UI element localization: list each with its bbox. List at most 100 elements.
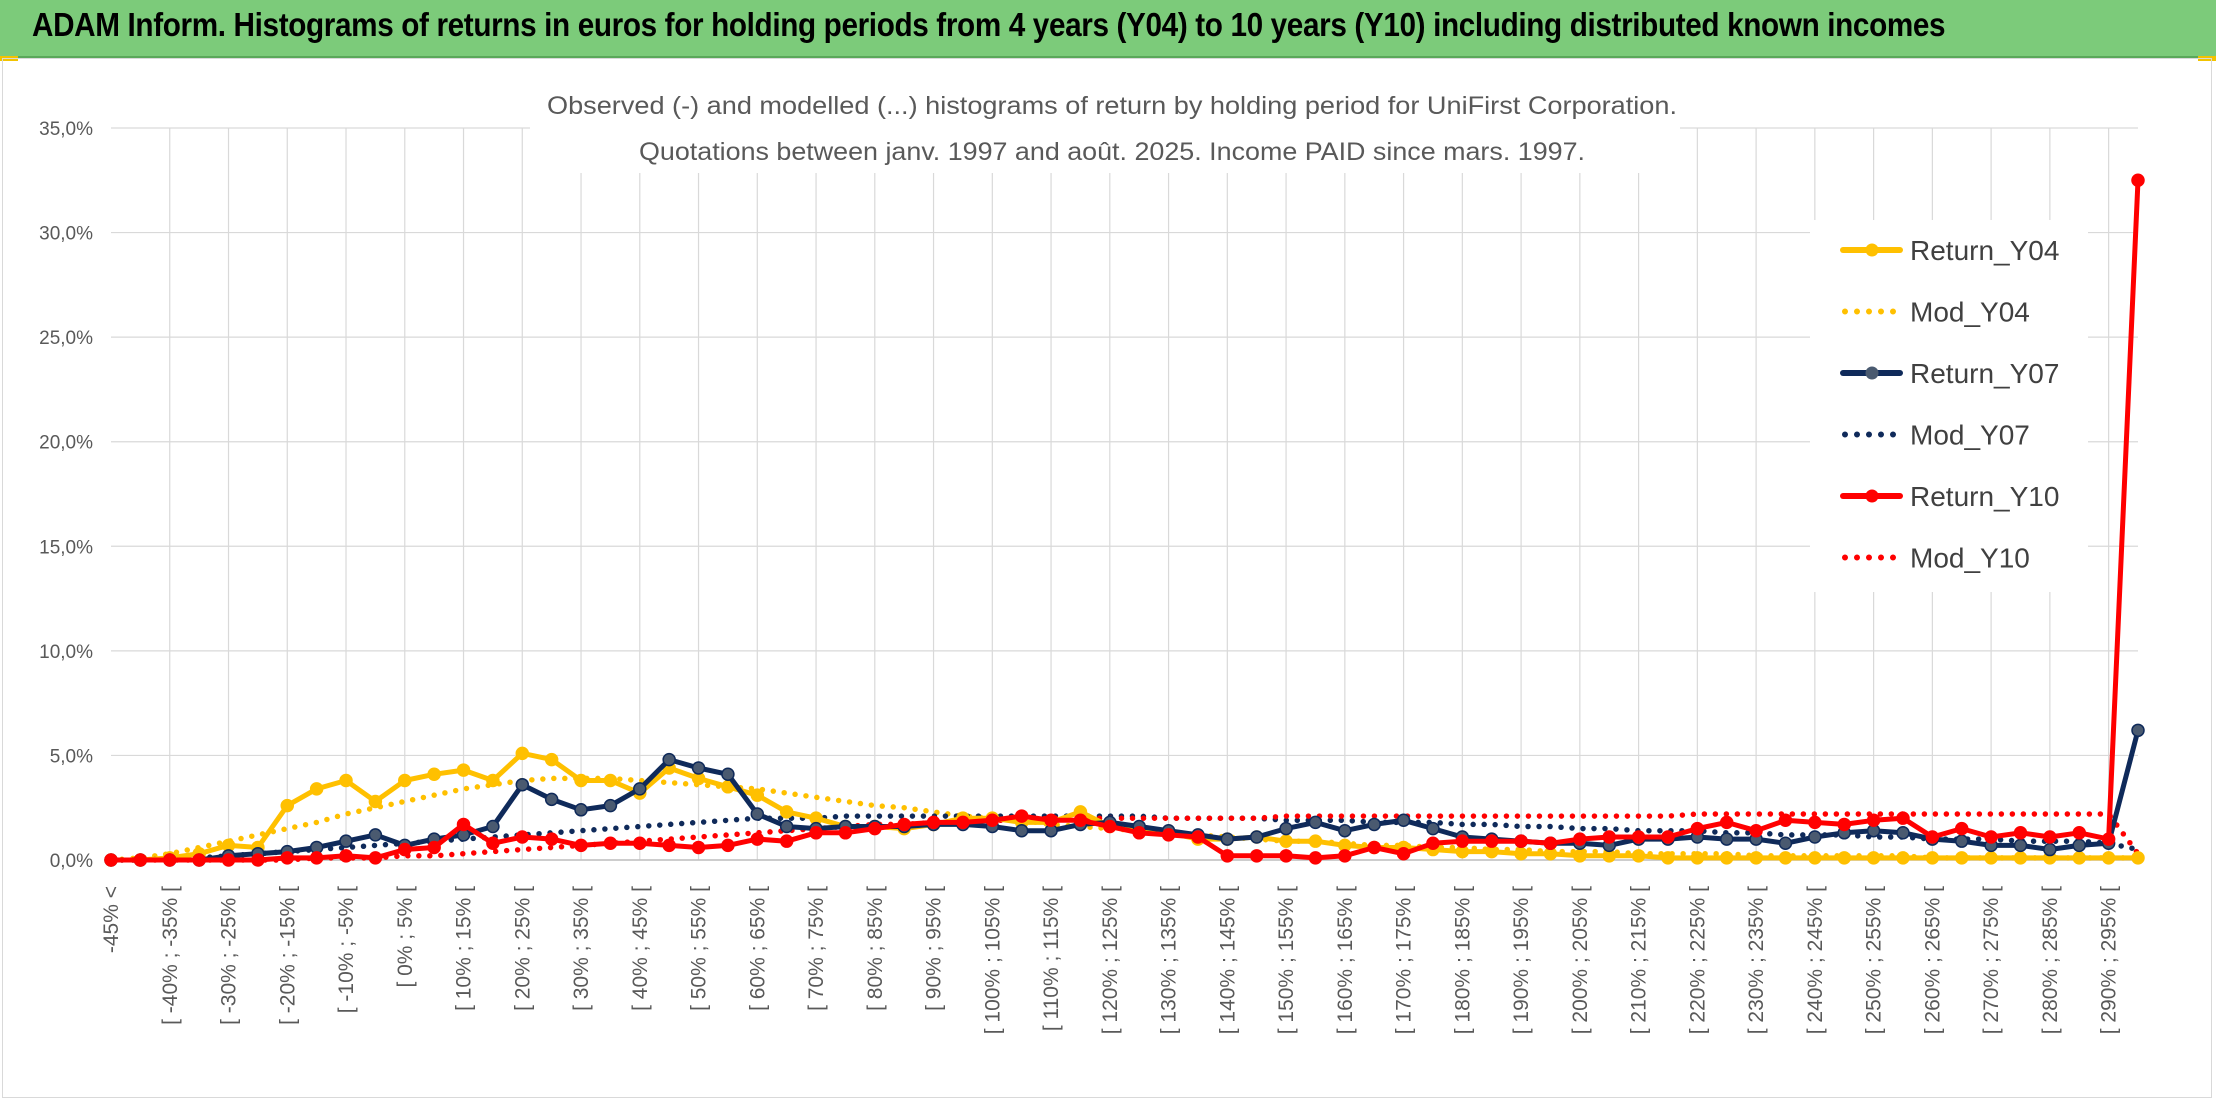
data-point — [486, 819, 500, 834]
data-point — [1308, 851, 1323, 865]
data-point — [721, 838, 735, 853]
data-point — [985, 813, 1000, 828]
series-mod-y07 — [108, 813, 2141, 863]
data-point — [486, 836, 500, 851]
data-point — [1808, 815, 1822, 830]
data-point — [1103, 819, 1117, 834]
data-point — [133, 853, 148, 867]
data-point — [603, 798, 618, 813]
data-point — [1044, 813, 1058, 828]
data-point — [2013, 851, 2028, 865]
data-point — [691, 761, 706, 775]
data-point — [779, 819, 794, 834]
data-point — [1954, 851, 1969, 865]
data-point — [280, 851, 295, 865]
data-point — [926, 815, 941, 830]
data-point — [1132, 826, 1146, 840]
data-point — [1954, 821, 1969, 836]
data-point — [1690, 851, 1705, 865]
data-point — [1896, 851, 1910, 865]
legend-label: Mod_Y10 — [1910, 543, 2030, 574]
x-tick-label: [ 100% ; 105% [ — [981, 886, 1004, 1034]
data-point — [1573, 832, 1587, 846]
data-point — [515, 746, 530, 761]
data-point — [456, 817, 471, 832]
data-point — [1719, 832, 1734, 846]
data-point — [1631, 830, 1646, 844]
data-point — [1896, 811, 1910, 825]
x-tick-label: [ 250% ; 255% [ — [1863, 886, 1886, 1034]
y-tick-label: 5,0% — [50, 746, 93, 767]
data-point — [280, 798, 295, 813]
data-point — [544, 832, 559, 846]
data-point — [398, 773, 412, 788]
data-point — [544, 792, 559, 807]
data-point — [1719, 815, 1734, 830]
data-point — [2072, 826, 2086, 840]
data-point — [1279, 834, 1293, 848]
data-point — [1778, 851, 1793, 865]
data-point — [1073, 813, 1088, 828]
legend-label: Return_Y04 — [1910, 235, 2059, 266]
legend-marker — [1865, 366, 1879, 380]
data-point — [633, 836, 647, 851]
data-point — [1778, 813, 1793, 828]
x-tick-label: -45% < — [100, 886, 123, 953]
data-point — [339, 773, 353, 788]
data-point — [1837, 851, 1851, 865]
x-tick-label: [ 0% ; 5% [ — [394, 886, 417, 988]
data-point — [1749, 851, 1763, 865]
legend-marker — [1865, 243, 1879, 257]
title-banner: ADAM Inform. Histograms of returns in eu… — [0, 0, 2216, 58]
x-tick-label: [ 140% ; 145% [ — [1216, 886, 1239, 1034]
x-tick-label: [ 240% ; 245% [ — [1804, 886, 1827, 1034]
data-point — [1602, 830, 1616, 844]
data-point — [2043, 842, 2057, 857]
chart-legend: Return_Y04 Mod_Y04 Return_Y07 Mod_Y07 Return… — [1810, 220, 2088, 592]
data-point — [1778, 836, 1793, 851]
series-line — [108, 177, 2141, 863]
data-point — [1338, 849, 1352, 863]
data-point — [633, 782, 647, 796]
data-point — [427, 840, 441, 855]
data-point — [1367, 817, 1381, 832]
data-point — [221, 853, 236, 867]
data-point — [1367, 840, 1381, 855]
x-tick-label: [ 50% ; 55% [ — [688, 886, 711, 1011]
data-point — [838, 826, 853, 840]
data-point — [1279, 821, 1293, 836]
data-point — [368, 851, 383, 865]
series-return-y10 — [104, 173, 2145, 867]
data-point — [1396, 813, 1411, 828]
legend-label: Return_Y07 — [1910, 358, 2059, 389]
data-point — [2131, 723, 2145, 738]
data-point — [1896, 826, 1910, 840]
data-point — [486, 773, 500, 788]
legend-marker — [1865, 489, 1879, 503]
data-point — [309, 782, 324, 796]
x-tick-label: [ 290% ; 295% [ — [2098, 886, 2121, 1034]
data-point — [1690, 821, 1705, 836]
x-tick-label: [ 160% ; 165% [ — [1334, 886, 1357, 1034]
data-point — [398, 842, 412, 857]
x-tick-label: [ 200% ; 205% [ — [1569, 886, 1592, 1034]
data-point — [868, 821, 882, 836]
data-point — [339, 849, 353, 863]
y-tick-label: 25,0% — [39, 328, 93, 349]
y-tick-label: 20,0% — [39, 433, 93, 454]
data-point — [2043, 830, 2057, 844]
data-point — [662, 752, 676, 767]
data-point — [1808, 830, 1822, 844]
legend-label: Mod_Y04 — [1910, 297, 2030, 328]
data-point — [1308, 834, 1323, 848]
x-tick-label: [ 10% ; 15% [ — [453, 886, 476, 1011]
y-tick-label: 15,0% — [39, 537, 93, 558]
x-tick-label: [ 230% ; 235% [ — [1745, 886, 1768, 1034]
data-point — [1014, 809, 1029, 823]
data-point — [1954, 834, 1969, 848]
data-point — [1866, 851, 1881, 865]
data-point — [1573, 849, 1587, 863]
x-tick-label: [ 180% ; 185% [ — [1451, 886, 1474, 1034]
data-point — [2013, 838, 2028, 853]
data-point — [603, 836, 618, 851]
